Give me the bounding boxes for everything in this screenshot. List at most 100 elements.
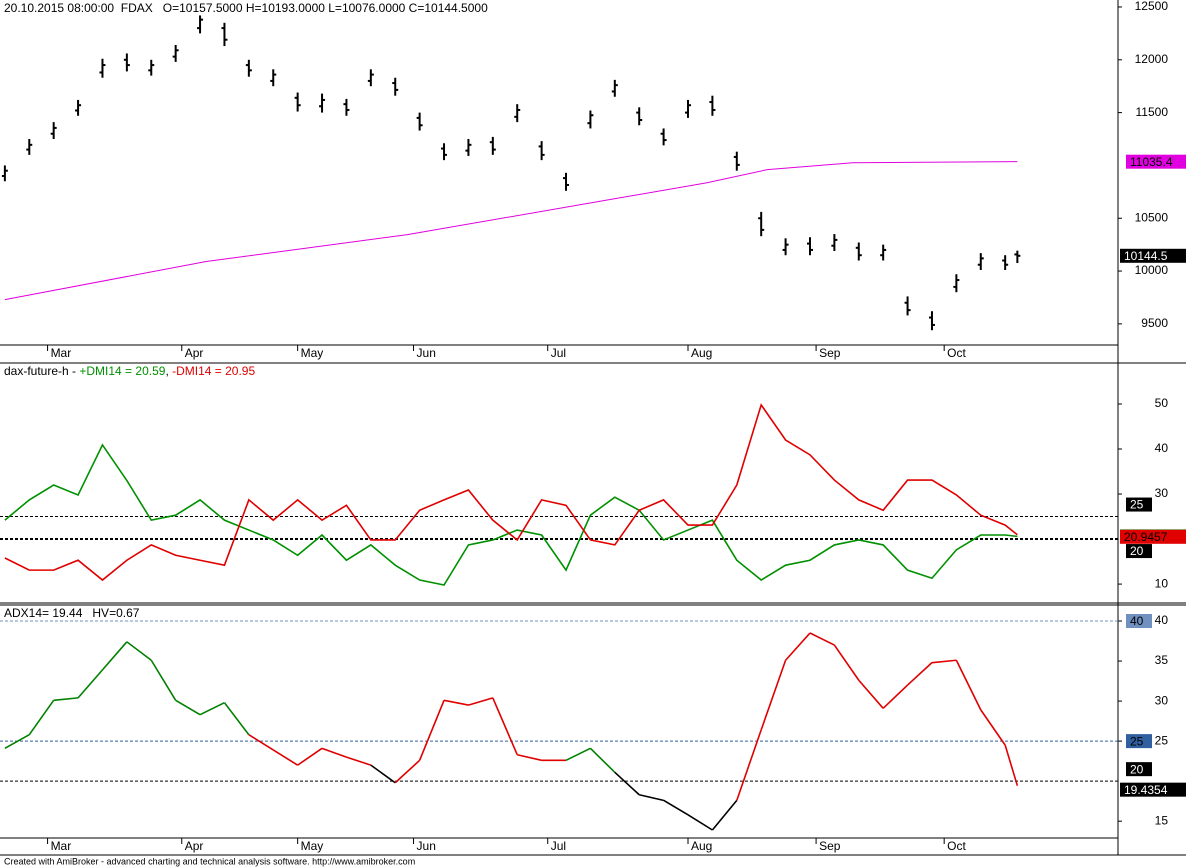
value-box-label: 20 xyxy=(1130,762,1144,776)
value-box-label: 20.9457 xyxy=(1124,530,1168,544)
line-segment xyxy=(980,709,1006,746)
line-segment xyxy=(346,756,372,766)
line-series xyxy=(4,403,1018,582)
line-segment xyxy=(809,632,835,646)
x-tick-label: Jul xyxy=(551,346,566,360)
line-series xyxy=(4,443,1018,586)
value-box-label: 19.4354 xyxy=(1124,783,1168,797)
x-tick-label: Aug xyxy=(691,346,712,360)
line-segment xyxy=(297,747,323,766)
dmi-title-part: -DMI14 = 20.95 xyxy=(172,364,255,378)
y-tick-label: 12000 xyxy=(1135,52,1169,66)
line-segment xyxy=(272,749,299,766)
dmi-title-part: dax-future-h - xyxy=(4,364,79,378)
y-tick-label: 35 xyxy=(1155,653,1169,667)
line-segment xyxy=(248,734,274,751)
value-box xyxy=(1126,154,1186,169)
y-tick-label: 40 xyxy=(1155,441,1169,455)
y-tick-label: 30 xyxy=(1155,693,1169,707)
value-box xyxy=(1126,614,1152,629)
line-segment xyxy=(784,632,811,661)
y-tick-label: 15 xyxy=(1155,813,1169,827)
value-box xyxy=(1126,544,1152,559)
value-box-label: 40 xyxy=(1130,614,1144,628)
line-segment xyxy=(614,771,640,796)
line-segment xyxy=(687,814,713,831)
x-tick-label: Sep xyxy=(819,346,841,360)
y-tick-label: 40 xyxy=(1155,613,1169,627)
line-segment xyxy=(931,659,957,664)
line-segment xyxy=(418,699,445,761)
line-segment xyxy=(907,662,933,686)
x-tick-label: Jun xyxy=(417,839,436,853)
moving-average xyxy=(4,161,1018,301)
y-tick-label: 10 xyxy=(1155,576,1169,590)
x-tick-label: Apr xyxy=(185,839,204,853)
x-tick-label: Mar xyxy=(51,839,72,853)
line-segment xyxy=(589,747,616,773)
line-segment xyxy=(663,799,689,816)
y-tick-label: 50 xyxy=(1155,396,1169,410)
value-box xyxy=(1120,529,1186,544)
line-segment xyxy=(468,697,494,706)
y-tick-label: 11500 xyxy=(1136,105,1169,119)
x-tick-label: May xyxy=(301,346,324,360)
y-tick-label: 12500 xyxy=(1135,0,1169,13)
x-tick-label: Sep xyxy=(819,839,841,853)
line-segment xyxy=(882,684,909,709)
line-segment xyxy=(150,659,177,701)
value-box xyxy=(1126,734,1152,749)
value-box-label: 10144.5 xyxy=(1124,249,1168,263)
x-tick-label: Mar xyxy=(51,346,72,360)
line-segment xyxy=(101,641,128,671)
price-title: 20.10.2015 08:00:00 FDAX O=10157.5000 H=… xyxy=(4,1,488,15)
line-segment xyxy=(833,644,860,681)
footer: Created with AmiBroker - advanced charti… xyxy=(4,856,415,866)
y-tick-label: 30 xyxy=(1155,486,1169,500)
value-box xyxy=(1126,497,1152,512)
value-box-label: 25 xyxy=(1130,734,1144,748)
line-segment xyxy=(443,699,469,706)
dmi-title-part: , xyxy=(165,364,172,378)
line-segment xyxy=(760,659,787,731)
value-box-label: 20 xyxy=(1130,544,1144,558)
line-segment xyxy=(565,747,591,762)
x-tick-label: Aug xyxy=(691,839,712,853)
line-segment xyxy=(1004,744,1019,786)
value-box xyxy=(1126,762,1152,777)
value-box-label: 25 xyxy=(1130,498,1144,512)
line-segment xyxy=(736,729,762,801)
line-segment xyxy=(955,659,982,711)
value-box xyxy=(1120,782,1186,797)
y-tick-label: 9500 xyxy=(1141,316,1168,330)
line-segment xyxy=(175,699,201,716)
y-tick-label: 10500 xyxy=(1135,210,1169,224)
x-tick-label: Apr xyxy=(185,346,204,360)
line-segment xyxy=(517,753,542,762)
line-segment xyxy=(639,793,664,802)
line-segment xyxy=(28,699,55,736)
line-segment xyxy=(223,702,250,736)
x-tick-label: Jun xyxy=(417,346,436,360)
y-tick-label: 10000 xyxy=(1135,263,1169,277)
line-segment xyxy=(858,679,884,709)
line-segment xyxy=(370,764,396,784)
x-tick-label: May xyxy=(301,839,324,853)
line-segment xyxy=(126,641,152,661)
line-segment xyxy=(4,734,30,750)
line-segment xyxy=(394,759,421,784)
value-box-label: 11035.4 xyxy=(1130,155,1173,169)
dmi-title-part: +DMI14 = 20.59 xyxy=(79,364,165,378)
x-tick-label: Oct xyxy=(947,346,966,360)
line-segment xyxy=(492,697,518,756)
line-segment xyxy=(321,747,347,758)
line-segment xyxy=(711,799,738,831)
dmi-title: dax-future-h - +DMI14 = 20.59, -DMI14 = … xyxy=(4,364,255,378)
adx-title: ADX14= 19.44 HV=0.67 xyxy=(4,606,140,620)
line-segment xyxy=(53,697,79,702)
x-tick-label: Oct xyxy=(947,839,966,853)
line-segment xyxy=(77,669,104,699)
line-segment xyxy=(199,701,225,716)
